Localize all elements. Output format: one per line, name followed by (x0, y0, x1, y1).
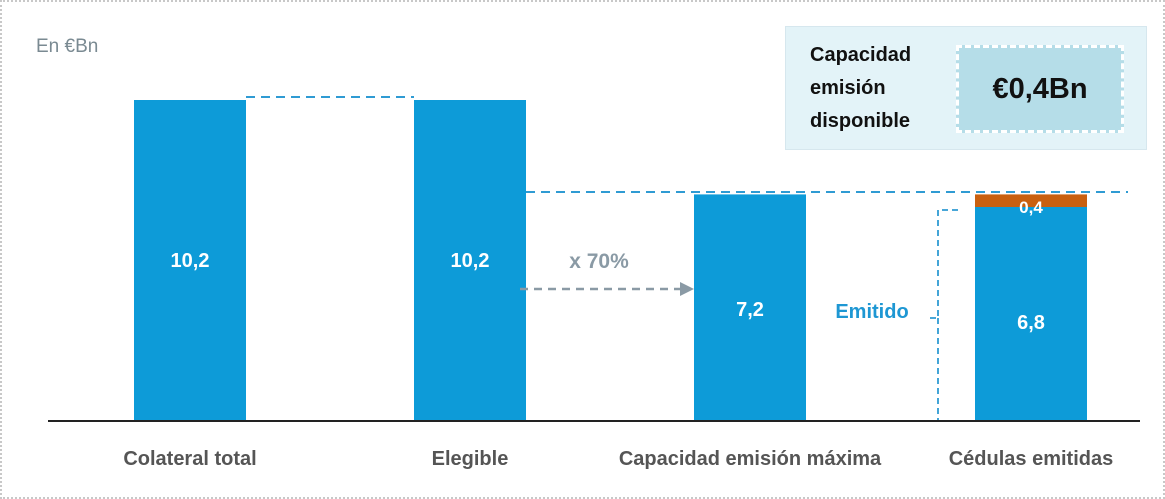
data-label: 7,2 (736, 299, 764, 321)
category-label: Cédulas emitidas (949, 448, 1114, 470)
bars (134, 100, 1087, 421)
available-capacity-callout: Capacidad emisión disponible €0,4Bn (785, 26, 1147, 150)
callout-label-line: Capacidad (810, 44, 912, 66)
data-label: 0,4 (1019, 198, 1043, 217)
bar-segment (975, 194, 1087, 207)
category-label: Colateral total (123, 448, 256, 470)
data-label: 6,8 (1017, 312, 1045, 334)
category-label: Capacidad emisión máxima (619, 448, 882, 470)
bar (414, 100, 526, 421)
annotations: x 70% Emitido (520, 209, 958, 422)
bar (694, 194, 806, 421)
category-label: Elegible (432, 448, 509, 470)
unit-label: En €Bn (36, 36, 99, 57)
callout-label-line: disponible (810, 110, 910, 132)
callout-value-box: €0,4Bn (956, 45, 1124, 133)
ratio-label: x 70% (569, 250, 629, 273)
data-labels: 10,2 10,2 7,2 6,8 0,4 (171, 198, 1045, 334)
data-label: 10,2 (451, 250, 490, 272)
bar (975, 207, 1087, 421)
bar (134, 100, 246, 421)
callout-label-line: emisión (810, 77, 886, 99)
guide-lines (246, 96, 1128, 193)
data-label: 10,2 (171, 250, 210, 272)
issued-label: Emitido (835, 301, 908, 323)
arrow-head (680, 282, 694, 296)
category-labels: Colateral total Elegible Capacidad emisión… (123, 448, 1113, 470)
callout-value: €0,4Bn (992, 72, 1088, 105)
issued-bracket (928, 209, 958, 422)
callout-label: Capacidad emisión disponible (810, 39, 960, 138)
